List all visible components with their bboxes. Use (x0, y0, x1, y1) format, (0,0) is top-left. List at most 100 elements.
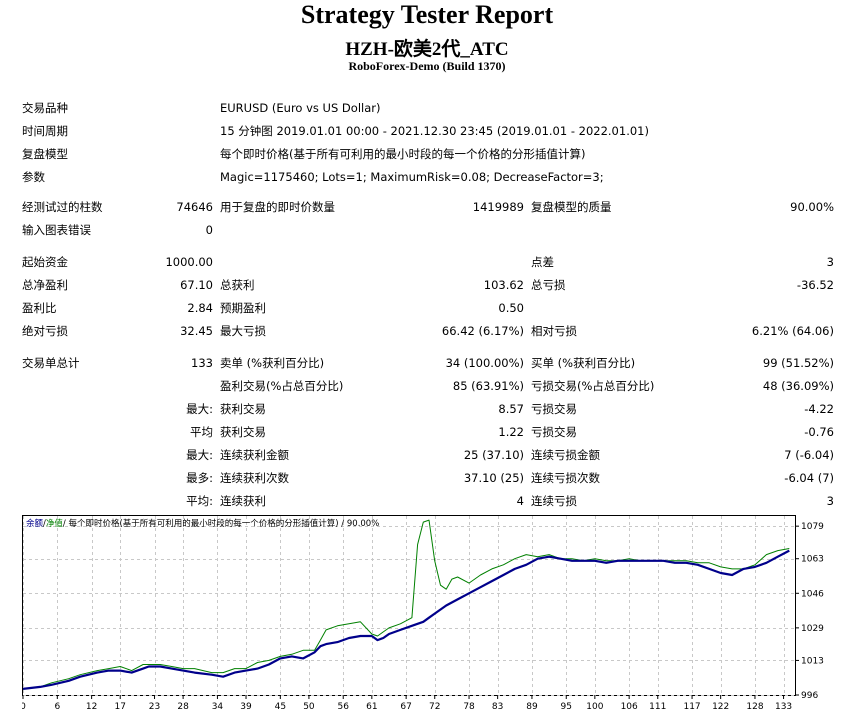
chart-legend: 余额/净值/ 每个即时价格(基于所有可利用的最小时段的每一个价格的分形插值计算)… (26, 518, 379, 529)
y-tick-label: 1029 (801, 624, 824, 634)
bars-label: 经测试过的柱数 (22, 200, 103, 214)
params-value: Magic=1175460; Lots=1; MaximumRisk=0.08;… (220, 170, 604, 184)
gross-loss-label: 总亏损 (531, 278, 566, 292)
short-positions-label: 卖单 (%获利百分比) (220, 356, 325, 370)
x-tick-label: 61 (366, 702, 377, 712)
period-value: 15 分钟图 2019.01.01 00:00 - 2021.12.30 23:… (220, 124, 649, 138)
net-profit-label: 总净盈利 (22, 278, 68, 292)
long-positions-label: 买单 (%获利百分比) (531, 356, 636, 370)
x-tick-label: 23 (149, 702, 160, 712)
x-tick-label: 111 (649, 702, 666, 712)
legend-model: / 每个即时价格(基于所有可利用的最小时段的每一个价格的分形插值计算) / 90… (63, 518, 379, 529)
largest-profit-label: 获利交易 (220, 402, 266, 416)
avg-loss-label: 亏损交易 (531, 425, 577, 439)
ticks-label: 用于复盘的即时价数量 (220, 200, 335, 214)
plot-frame (22, 515, 796, 696)
total-trades-label: 交易单总计 (22, 356, 80, 370)
x-tick-label: 56 (338, 702, 350, 712)
gross-profit-value: 103.62 (483, 278, 524, 292)
max-drawdown-label: 最大亏损 (220, 324, 266, 338)
largest-profit-value: 8.57 (498, 402, 524, 416)
largest-loss-label: 亏损交易 (531, 402, 577, 416)
gross-loss-value: -36.52 (796, 278, 834, 292)
total-trades-value: 133 (191, 356, 213, 370)
x-tick-label: 100 (586, 702, 603, 712)
x-tick-label: 50 (303, 702, 315, 712)
profit-factor-value: 2.84 (187, 301, 213, 315)
x-tick-label: 95 (561, 702, 572, 712)
spread-label: 点差 (531, 255, 554, 269)
loss-trades-label: 亏损交易(%占总百分比) (531, 379, 655, 393)
loss-trades-value: 48 (36.09%) (762, 379, 834, 393)
y-tick-label: 1046 (801, 589, 824, 599)
x-tick-label: 133 (775, 702, 792, 712)
avg-cons-wins-value: 4 (516, 494, 524, 508)
net-profit-value: 67.10 (180, 278, 213, 292)
short-positions-value: 34 (100.00%) (445, 356, 524, 370)
y-tick-label: 1063 (801, 555, 824, 565)
max-cons-wins-value: 25 (37.10) (463, 448, 524, 462)
y-tick-label: 1079 (801, 522, 824, 532)
errors-value: 0 (205, 223, 213, 237)
largest-loss-value: -4.22 (804, 402, 834, 416)
x-tick-label: 6 (54, 702, 60, 712)
balance-line (22, 549, 790, 690)
x-tick-label: 72 (429, 702, 440, 712)
deposit-value: 1000.00 (165, 255, 213, 269)
x-tick-label: 39 (240, 702, 252, 712)
max-cons-loss-label: 连续亏损次数 (531, 471, 600, 485)
symbol-value: EURUSD (Euro vs US Dollar) (220, 101, 381, 115)
x-tick-label: 83 (492, 702, 503, 712)
avg-loss-value: -0.76 (804, 425, 834, 439)
x-tick-label: 67 (400, 702, 411, 712)
rel-drawdown-label: 相对亏损 (531, 324, 577, 338)
max-cons-wins-label: 连续获利金额 (220, 448, 289, 462)
x-tick-label: 122 (712, 702, 729, 712)
y-tick-label: 996 (801, 691, 818, 701)
report-subtitle: HZH-欧美2代_ATC (345, 39, 509, 60)
errors-label: 输入图表错误 (22, 223, 91, 237)
most-prefix: 最多: (186, 471, 213, 485)
max-cons-profit-value: 37.10 (25) (463, 471, 524, 485)
long-positions-value: 99 (51.52%) (762, 356, 834, 370)
max-drawdown-value: 66.42 (6.17%) (441, 324, 524, 338)
rel-drawdown-value: 6.21% (64.06) (751, 324, 834, 338)
period-label: 时间周期 (22, 124, 68, 138)
payoff-label: 预期盈利 (220, 301, 266, 315)
quality-value: 90.00% (790, 200, 834, 214)
x-tick-label: 78 (463, 702, 475, 712)
abs-drawdown-value: 32.45 (180, 324, 213, 338)
avg-profit-label: 获利交易 (220, 425, 266, 439)
max-cons-loss-value: -6.04 (7) (784, 471, 834, 485)
avg-cons-losses-label: 连续亏损 (531, 494, 577, 508)
x-tick-label: 0 (22, 702, 26, 712)
deposit-label: 起始资金 (22, 255, 68, 269)
model-value: 每个即时价格(基于所有可利用的最小时段的每一个价格的分形插值计算) (220, 147, 586, 161)
max-cons-losses-value: 7 (-6.04) (784, 448, 834, 462)
maximum-prefix: 最大: (186, 448, 213, 462)
report-title: Strategy Tester Report (300, 0, 554, 29)
average2-prefix: 平均: (186, 494, 213, 508)
abs-drawdown-label: 绝对亏损 (22, 324, 68, 338)
bars-value: 74646 (176, 200, 213, 214)
x-tick-label: 117 (683, 702, 700, 712)
legend-sep-1: / (43, 519, 46, 529)
legend-balance: 余额 (26, 518, 44, 529)
params-label: 参数 (22, 170, 45, 184)
x-tick-label: 12 (86, 702, 97, 712)
symbol-label: 交易品种 (22, 101, 68, 115)
x-tick-label: 89 (526, 702, 538, 712)
y-tick-label: 1013 (801, 656, 824, 666)
model-label: 复盘模型 (22, 147, 68, 161)
x-tick-label: 128 (746, 702, 763, 712)
x-tick-label: 34 (212, 702, 224, 712)
largest-prefix: 最大: (186, 402, 213, 416)
chart-canvas: 996 1013 1029 1046 1063 1079 0 6 12 17 23 28 34 39 45… (22, 515, 824, 712)
avg-cons-losses-value: 3 (826, 494, 834, 508)
profit-trades-value: 85 (63.91%) (452, 379, 524, 393)
x-tick-label: 17 (114, 702, 125, 712)
max-cons-losses-label: 连续亏损金额 (531, 448, 600, 462)
server-build: RoboForex-Demo (Build 1370) (348, 59, 506, 73)
legend-equity: 净值 (46, 518, 64, 529)
payoff-value: 0.50 (498, 301, 524, 315)
